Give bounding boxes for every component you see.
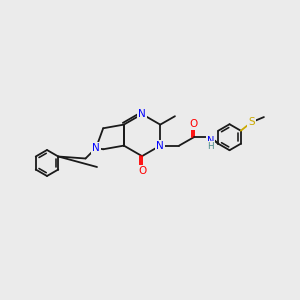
Text: N: N <box>156 141 164 151</box>
Text: N: N <box>207 136 214 146</box>
Text: N: N <box>92 143 100 153</box>
Text: N: N <box>138 109 146 119</box>
Text: H: H <box>207 142 214 151</box>
Text: S: S <box>248 117 255 127</box>
Text: O: O <box>138 166 146 176</box>
Text: O: O <box>190 118 198 129</box>
